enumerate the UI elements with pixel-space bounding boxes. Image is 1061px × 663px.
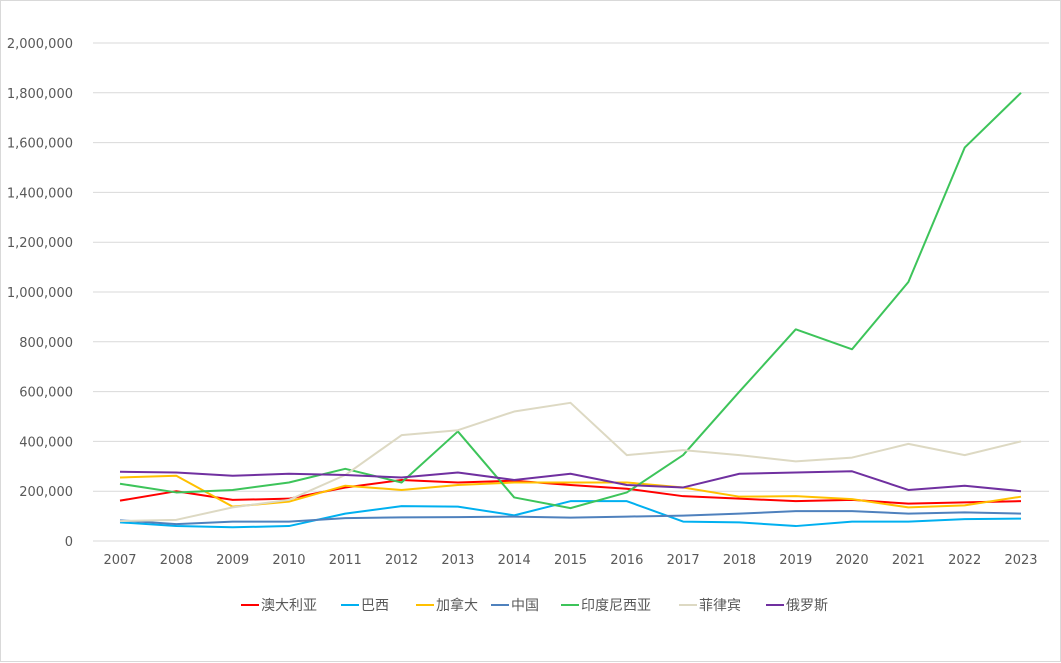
series-line-1 [119,500,1022,529]
legend-label: 菲律宾 [699,598,741,614]
legend-label: 中国 [511,598,539,614]
y-tick-label: 1,200,000 [7,236,73,251]
y-tick-label: 1,600,000 [7,137,73,152]
x-tick-label: 2014 [498,553,531,568]
x-tick-label: 2008 [160,553,193,568]
y-tick-label: 2,000,000 [7,37,73,52]
x-tick-label: 2022 [948,553,981,568]
series-lines [119,92,1022,529]
legend-item: 菲律宾 [679,598,741,614]
legend-item: 加拿大 [416,597,478,614]
series-line-0 [119,478,1022,505]
y-tick-label: 800,000 [19,336,73,351]
x-tick-label: 2007 [103,553,136,568]
x-axis: 2007 2008 2009 2010 2011 2012 2013 2014 2015 2016… [103,553,1037,568]
y-tick-label: 1,000,000 [7,286,73,301]
legend-label: 印度尼西亚 [581,598,651,614]
legend-label: 加拿大 [436,597,478,614]
series-line-6 [119,470,1022,493]
legend-label: 澳大利亚 [261,598,317,614]
x-tick-label: 2017 [667,553,700,568]
gridlines [93,42,1049,542]
series-line-3 [119,510,1022,526]
y-tick-label: 1,400,000 [7,186,73,201]
legend-item: 印度尼西亚 [561,598,651,614]
legend-label: 巴西 [361,598,389,614]
x-tick-label: 2023 [1004,553,1037,568]
x-tick-label: 2012 [385,553,418,568]
legend: 澳大利亚 巴西 加拿大 中国 印度尼西亚 菲律宾 俄罗斯 [241,597,828,614]
legend-item: 澳大利亚 [241,598,317,614]
y-tick-label: 400,000 [19,435,73,450]
x-tick-label: 2010 [272,553,305,568]
y-tick-label: 0 [65,535,73,550]
x-tick-label: 2016 [610,553,643,568]
legend-item: 俄罗斯 [766,598,828,614]
y-tick-label: 1,800,000 [7,87,73,102]
y-tick-label: 200,000 [19,485,73,500]
x-tick-label: 2009 [216,553,249,568]
x-tick-label: 2011 [329,553,362,568]
x-tick-label: 2020 [836,553,869,568]
x-tick-label: 2013 [441,553,474,568]
x-tick-label: 2018 [723,553,756,568]
legend-item: 中国 [491,598,539,614]
series-line-4 [119,92,1022,510]
x-tick-label: 2021 [892,553,925,568]
x-tick-label: 2015 [554,553,587,568]
x-tick-label: 2019 [779,553,812,568]
legend-item: 巴西 [341,598,389,614]
y-axis: 0 200,000 400,000 600,000 800,000 1,000,000 1,… [7,37,73,550]
legend-label: 俄罗斯 [786,598,828,614]
series-line-5 [119,401,1022,523]
y-tick-label: 600,000 [19,386,73,401]
